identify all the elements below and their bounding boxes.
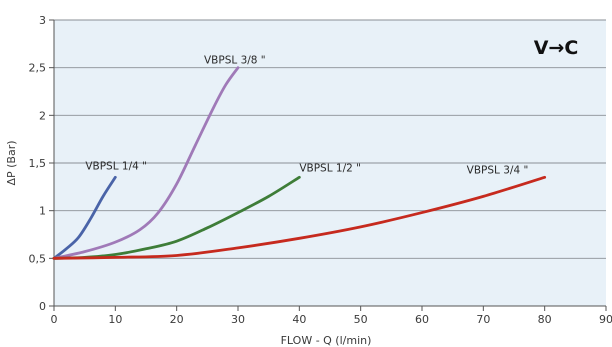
x-tick-label: 60 xyxy=(415,313,429,326)
series-line xyxy=(52,175,117,260)
y-tick-label: 1 xyxy=(39,205,46,218)
series-label: VBPSL 3/8 " xyxy=(204,55,266,67)
x-tick-label: 90 xyxy=(599,313,612,326)
x-tick-label: 50 xyxy=(354,313,368,326)
y-axis-label: ΔP (Bar) xyxy=(5,140,18,185)
x-tick-label: 70 xyxy=(476,313,490,326)
series-line xyxy=(52,175,547,260)
y-tick-label: 0 xyxy=(39,300,46,313)
x-tick-label: 0 xyxy=(51,313,58,326)
x-tick-label: 30 xyxy=(231,313,245,326)
grid-lines xyxy=(54,19,606,259)
x-tick-label: 80 xyxy=(538,313,552,326)
series-lines xyxy=(52,66,547,260)
x-axis-label: FLOW - Q (l/min) xyxy=(281,334,372,347)
x-tick-label: 10 xyxy=(108,313,122,326)
y-tick-label: 3 xyxy=(39,14,46,27)
tick-labels: 00,511,522,530 10 20 30 40 50 60 70 80 90 xyxy=(29,14,612,326)
y-tick-label: 2,5 xyxy=(29,62,47,75)
series-label: VBPSL 3/4 " xyxy=(467,164,529,176)
y-tick-label: 1,5 xyxy=(29,157,47,170)
series-label: VBPSL 1/4 " xyxy=(85,160,147,172)
y-tick-label: 0,5 xyxy=(29,252,47,265)
y-tick-label: 2 xyxy=(39,109,46,122)
x-tick-label: 40 xyxy=(292,313,306,326)
x-tick-label: 20 xyxy=(170,313,184,326)
series-labels: VBPSL 1/4 " VBPSL 3/8 " VBPSL 1/2 " VBPSL 3… xyxy=(85,55,528,177)
series-line xyxy=(52,66,240,260)
series-label: VBPSL 1/2 " xyxy=(299,162,361,174)
flow-direction-annotation: V→C xyxy=(534,37,579,59)
